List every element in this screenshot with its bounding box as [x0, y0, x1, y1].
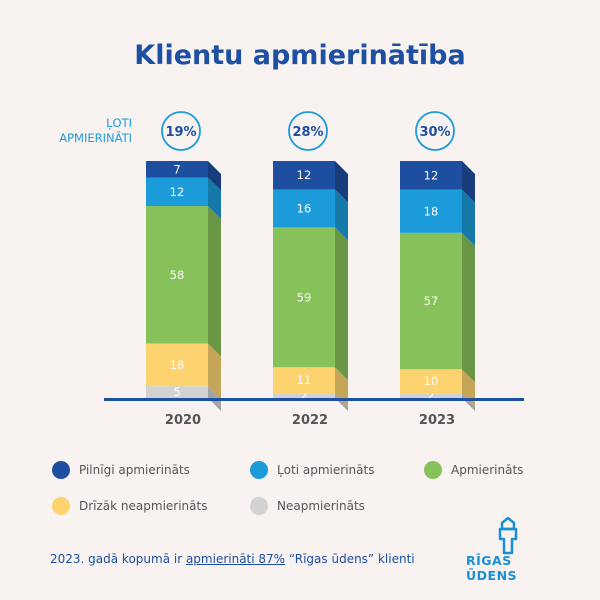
bar-value-label: 16 — [297, 201, 312, 215]
percent-badge-text: 19% — [165, 125, 196, 140]
bar-segment — [146, 161, 208, 178]
chart-title: Klientu apmierinātība — [134, 40, 466, 71]
bar-segment-side — [208, 343, 221, 400]
bar-segment — [273, 189, 335, 228]
percent-badge-circle — [288, 111, 328, 151]
bar-segment-side — [462, 189, 475, 246]
bar-value-label: 12 — [170, 185, 185, 199]
legend-dot-unsatisfied — [250, 497, 268, 515]
bar-segment-side — [335, 227, 348, 381]
percent-badge-circle — [415, 111, 455, 151]
bar-value-label: 18 — [424, 204, 439, 218]
bar-segment-side — [335, 393, 348, 411]
bar-value-label: 2 — [427, 389, 434, 403]
bar-segment-side — [462, 393, 475, 411]
bar-value-label: 7 — [173, 162, 180, 176]
legend-dot-very-satisfied — [250, 461, 268, 479]
footer-suffix: “Rīgas ūdens” klienti — [285, 552, 415, 566]
bar-segment-side — [462, 161, 475, 203]
percent-badge-circle — [161, 111, 201, 151]
bar-segment — [273, 161, 335, 190]
footer-note: 2023. gadā kopumā ir apmierināti 87% “Rī… — [50, 552, 415, 566]
percent-badge-text: 30% — [419, 125, 450, 140]
legend-item-satisfied: Apmierināts — [424, 461, 523, 479]
footer-prefix: 2023. gadā kopumā ir — [50, 552, 186, 566]
bar-segment — [146, 386, 208, 398]
legend-dot-satisfied — [424, 461, 442, 479]
bar-segment-side — [208, 206, 221, 357]
bar-segment-side — [335, 189, 348, 241]
bar-segment — [400, 189, 462, 233]
bar-value-label: 10 — [424, 374, 439, 388]
bar-segment — [400, 369, 462, 394]
bar-segment-side — [462, 369, 475, 407]
bar-segment — [146, 206, 208, 344]
x-tick-label: 2020 — [165, 413, 201, 428]
x-axis-baseline — [104, 398, 524, 401]
bar-segment — [146, 343, 208, 387]
bar-segment — [400, 232, 462, 370]
bar-segment-side — [462, 232, 475, 383]
very-satisfied-label-line1: ĻOTI — [106, 116, 132, 130]
footer-highlight: apmierināti 87% — [185, 552, 286, 566]
legend-label: Apmierināts — [451, 463, 524, 477]
bar-segment-side — [208, 177, 221, 220]
bar-value-label: 18 — [170, 358, 185, 372]
x-tick-label: 2022 — [292, 413, 328, 428]
legend-label: Pilnīgi apmierināts — [79, 463, 190, 477]
logo-text: RĪGAS ŪDENS — [466, 553, 518, 583]
legend-item-unsatisfied: Neapmierināts — [250, 497, 365, 515]
bar-segment-side — [335, 161, 348, 203]
bar-segment-side — [335, 367, 348, 407]
legend-dot-rather-unsatisfied — [52, 497, 70, 515]
very-satisfied-label: ĻOTI APMIERINĀTI — [20, 116, 132, 146]
bar-segment — [273, 227, 335, 368]
bar-value-label: 12 — [297, 168, 312, 182]
bar-value-label: 2 — [300, 389, 307, 403]
legend-label: Ļoti apmierināts — [277, 463, 375, 477]
legend-label: Drīzāk neapmierināts — [79, 499, 208, 513]
legend-item-very-satisfied: Ļoti apmierināts — [250, 461, 374, 479]
water-tower-logo-icon — [498, 516, 518, 555]
bar-value-label: 59 — [297, 290, 312, 304]
bar-value-label: 57 — [424, 294, 439, 308]
bar-segment — [146, 177, 208, 207]
bar-segment-side — [208, 161, 221, 191]
bar-value-label: 5 — [173, 385, 180, 399]
bar-value-label: 58 — [170, 268, 185, 282]
bar-segment — [400, 393, 462, 398]
bar-value-label: 12 — [424, 168, 439, 182]
bar-segment — [400, 161, 462, 190]
bar-segment — [273, 367, 335, 394]
legend-label: Neapmierināts — [277, 499, 365, 513]
bar-value-label: 11 — [297, 373, 312, 387]
legend-item-fully-satisfied: Pilnīgi apmierināts — [52, 461, 190, 479]
x-tick-label: 2023 — [419, 413, 455, 428]
bar-segment — [273, 393, 335, 398]
stacked-bar-chart: 51858127202019%211591612202228%210571812… — [104, 111, 524, 428]
very-satisfied-label-line2: APMIERINĀTI — [59, 131, 132, 145]
legend-dot-fully-satisfied — [52, 461, 70, 479]
percent-badge-text: 28% — [292, 125, 323, 140]
legend-item-rather-unsatisfied: Drīzāk neapmierināts — [52, 497, 207, 515]
